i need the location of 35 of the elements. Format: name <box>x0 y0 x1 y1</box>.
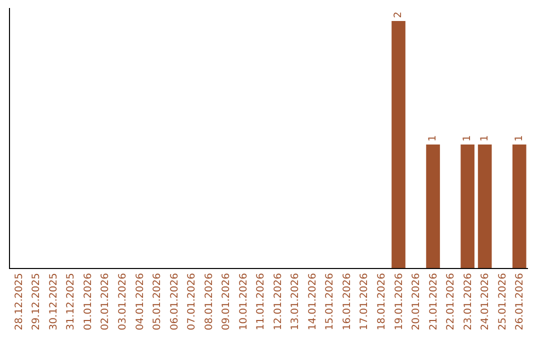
data-label: 1 <box>514 135 525 142</box>
data-label: 1 <box>479 135 490 142</box>
x-tick-label: 23.01.2026 <box>462 273 474 330</box>
x-tick-label: 03.01.2026 <box>117 273 128 330</box>
data-label: 1 <box>428 135 439 142</box>
x-tick-label: 28.12.2025 <box>14 273 25 330</box>
x-tick-label: 09.01.2026 <box>221 273 232 330</box>
x-tick-label: 05.01.2026 <box>152 273 164 330</box>
x-tick-label: 31.12.2025 <box>66 273 77 330</box>
x-tick-label: 22.01.2026 <box>446 273 457 330</box>
x-tick-label: 20.01.2026 <box>411 273 422 330</box>
x-tick-label: 02.01.2026 <box>100 273 112 330</box>
x-tick-label: 08.01.2026 <box>204 273 215 330</box>
data-label: 2 <box>393 12 404 18</box>
x-tick-label: 30.12.2025 <box>48 273 60 330</box>
x-tick-label: 18.01.2026 <box>376 273 388 330</box>
data-label: 1 <box>462 135 474 142</box>
x-tick-label: 17.01.2026 <box>359 273 370 330</box>
x-tick-label: 07.01.2026 <box>186 273 198 330</box>
x-tick-label: 10.01.2026 <box>238 273 250 330</box>
x-tick-label: 04.01.2026 <box>134 273 146 330</box>
x-tick-label: 14.01.2026 <box>307 273 318 330</box>
x-tick-label: 01.01.2026 <box>82 273 94 330</box>
x-tick-label: 06.01.2026 <box>169 273 180 330</box>
x-tick-label: 21.01.2026 <box>428 273 440 330</box>
x-tick-label: 19.01.2026 <box>394 273 405 330</box>
x-tick-label: 11.01.2026 <box>256 273 267 330</box>
x-tick-label: 25.01.2026 <box>497 273 508 330</box>
x-tick-label: 16.01.2026 <box>342 273 353 330</box>
x-tick-label: 29.12.2025 <box>31 273 42 330</box>
x-tick-label: 24.01.2026 <box>480 273 492 330</box>
x-tick-label: 15.01.2026 <box>324 273 336 330</box>
x-tick-label: 13.01.2026 <box>290 273 302 330</box>
x-tick-label: 26.01.2026 <box>514 273 526 330</box>
x-tick-label: 12.01.2026 <box>272 273 284 330</box>
